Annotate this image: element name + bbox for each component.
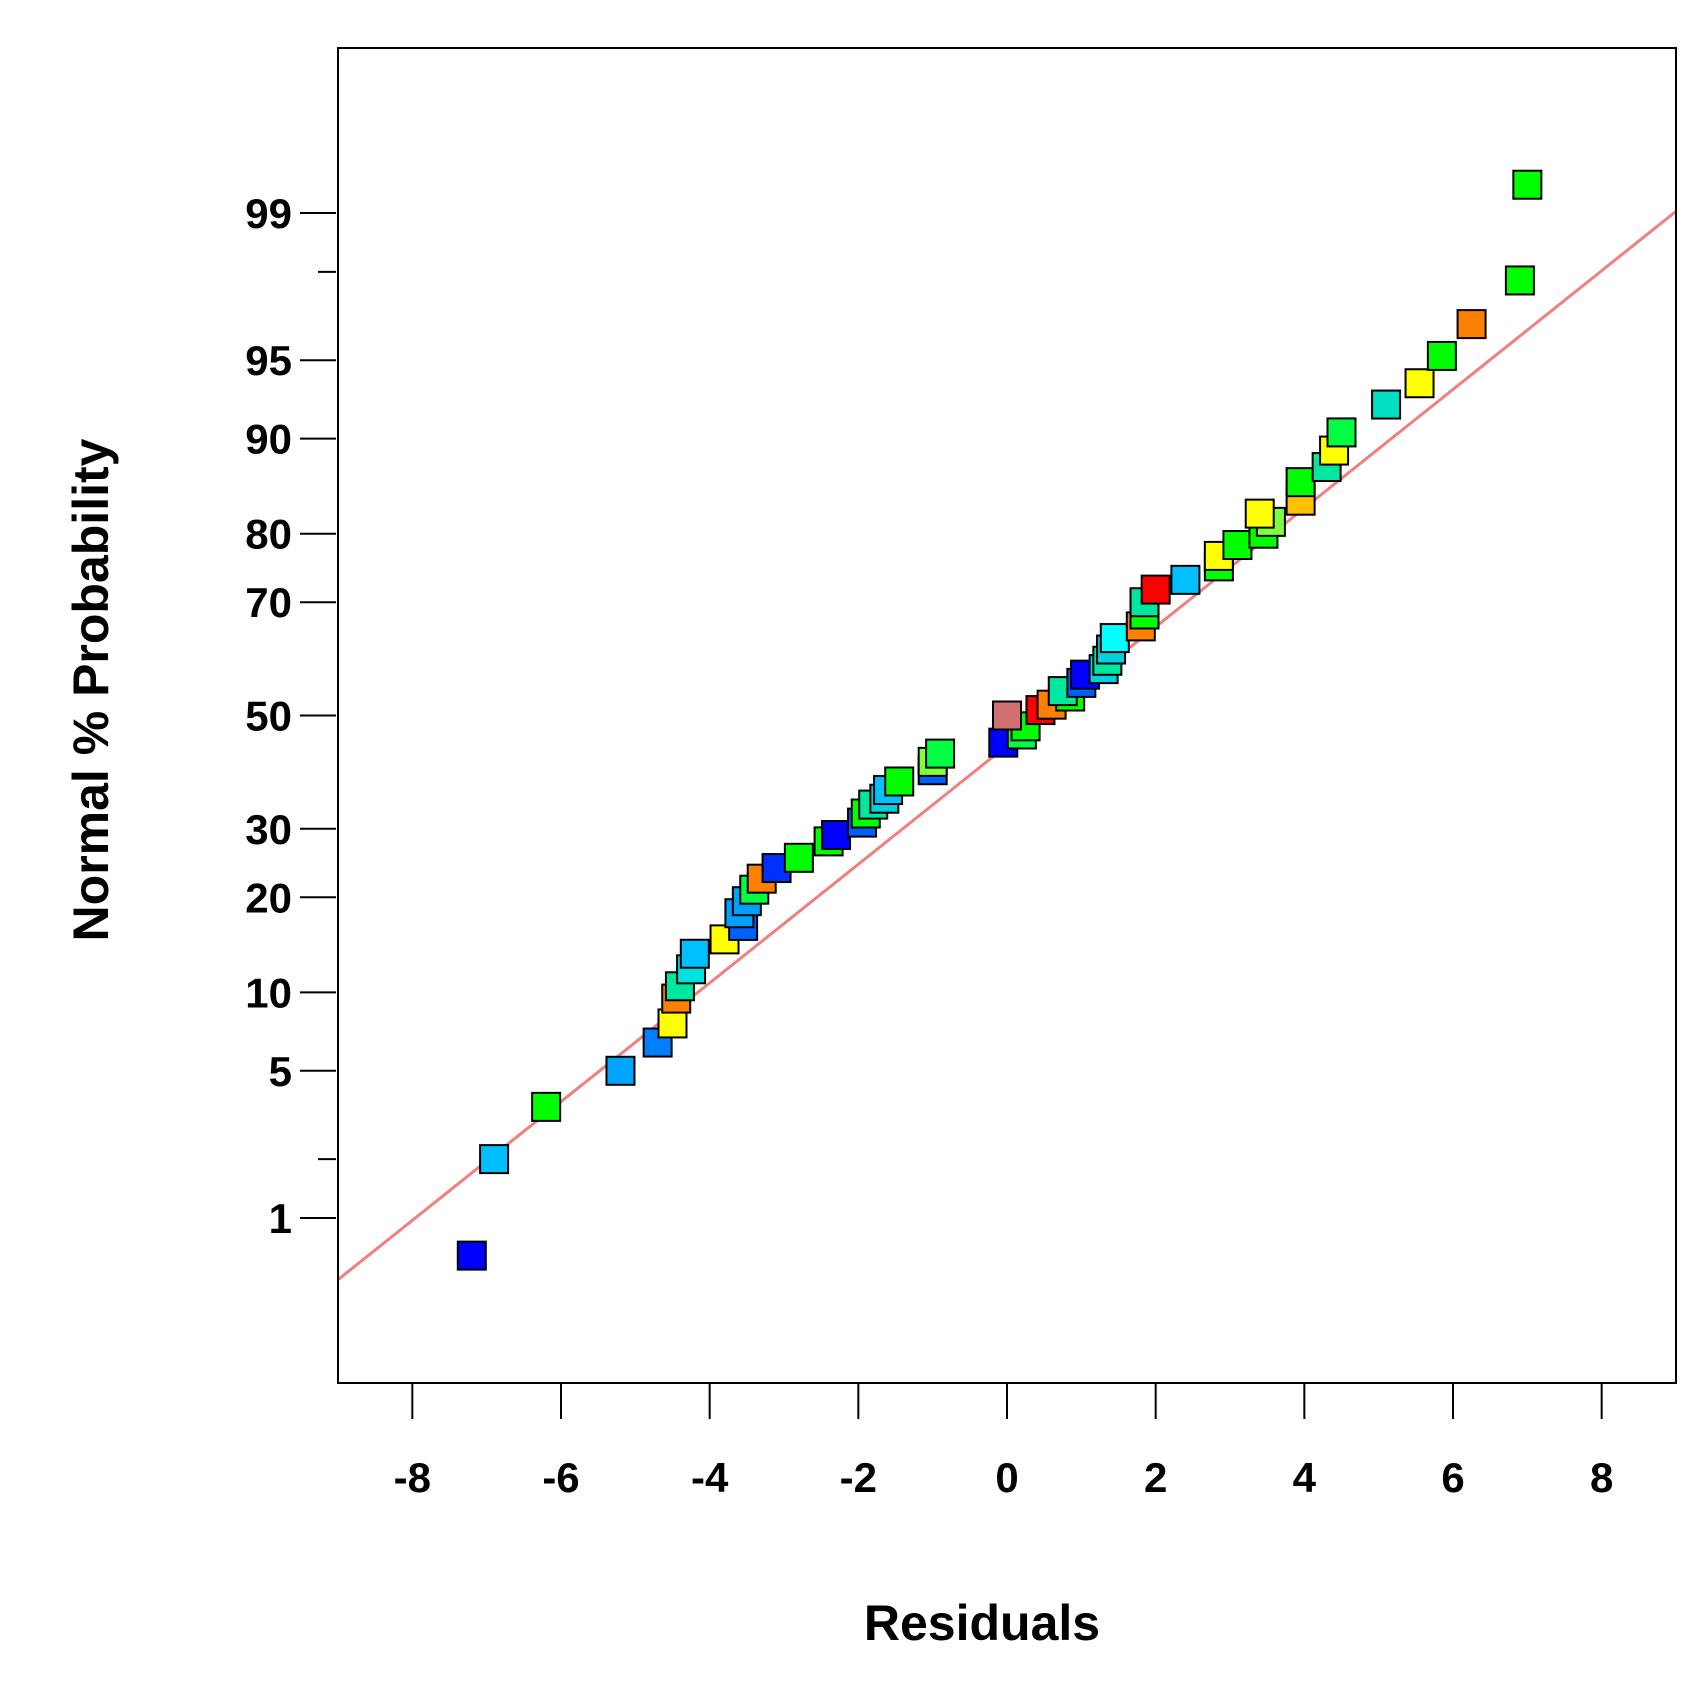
x-tick-label: -2 xyxy=(840,1454,877,1501)
x-tick-label: 8 xyxy=(1590,1454,1613,1501)
y-tick-label: 5 xyxy=(269,1048,292,1095)
data-point xyxy=(456,1240,487,1271)
data-point xyxy=(1285,467,1316,498)
x-tick-label: 6 xyxy=(1441,1454,1464,1501)
y-tick-label: 99 xyxy=(245,190,292,237)
y-tick-label: 50 xyxy=(245,693,292,740)
y-tick-label: 30 xyxy=(245,806,292,853)
y-axis-title: Normal % Probability xyxy=(63,438,119,941)
x-tick-label: 0 xyxy=(995,1454,1018,1501)
data-point xyxy=(821,820,852,851)
data-point xyxy=(657,1008,688,1039)
y-tick-label: 80 xyxy=(245,511,292,558)
y-tick-label: 10 xyxy=(245,969,292,1016)
data-point xyxy=(1512,169,1543,200)
y-tick-label: 20 xyxy=(245,874,292,921)
data-point xyxy=(992,700,1022,731)
data-point xyxy=(1140,574,1171,605)
data-point xyxy=(679,938,710,969)
x-tick-label: 2 xyxy=(1144,1454,1167,1501)
y-axis: 1 5 10 20 30 50 70 80 90 95 99 xyxy=(245,190,336,1242)
data-point xyxy=(1244,498,1275,529)
y-tick-label: 90 xyxy=(245,416,292,463)
x-axis-title: Residuals xyxy=(864,1595,1100,1651)
data-point xyxy=(1222,530,1253,561)
data-point xyxy=(1170,564,1201,595)
data-point xyxy=(884,766,915,797)
data-point xyxy=(1371,389,1402,420)
data-point xyxy=(531,1091,562,1122)
x-tick-label: -6 xyxy=(542,1454,579,1501)
data-point xyxy=(1326,417,1357,448)
x-tick-label: -8 xyxy=(394,1454,431,1501)
data-point xyxy=(1404,368,1435,399)
data-point xyxy=(1456,309,1487,340)
x-tick-label: -4 xyxy=(691,1454,729,1501)
y-tick-label: 70 xyxy=(245,579,292,626)
data-point xyxy=(1099,623,1130,654)
plot-area xyxy=(337,47,1677,1384)
y-tick-label: 95 xyxy=(245,337,292,384)
x-axis: -8 -6 -4 -2 0 2 4 6 8 xyxy=(394,1383,1613,1501)
data-point xyxy=(925,738,956,769)
data-points xyxy=(456,169,1543,1271)
y-tick-label: 1 xyxy=(269,1195,292,1242)
data-point xyxy=(1426,340,1457,371)
data-point xyxy=(783,842,814,873)
data-point xyxy=(1504,265,1535,296)
data-point xyxy=(605,1055,636,1086)
x-tick-label: 4 xyxy=(1293,1454,1317,1501)
data-point xyxy=(479,1144,510,1175)
